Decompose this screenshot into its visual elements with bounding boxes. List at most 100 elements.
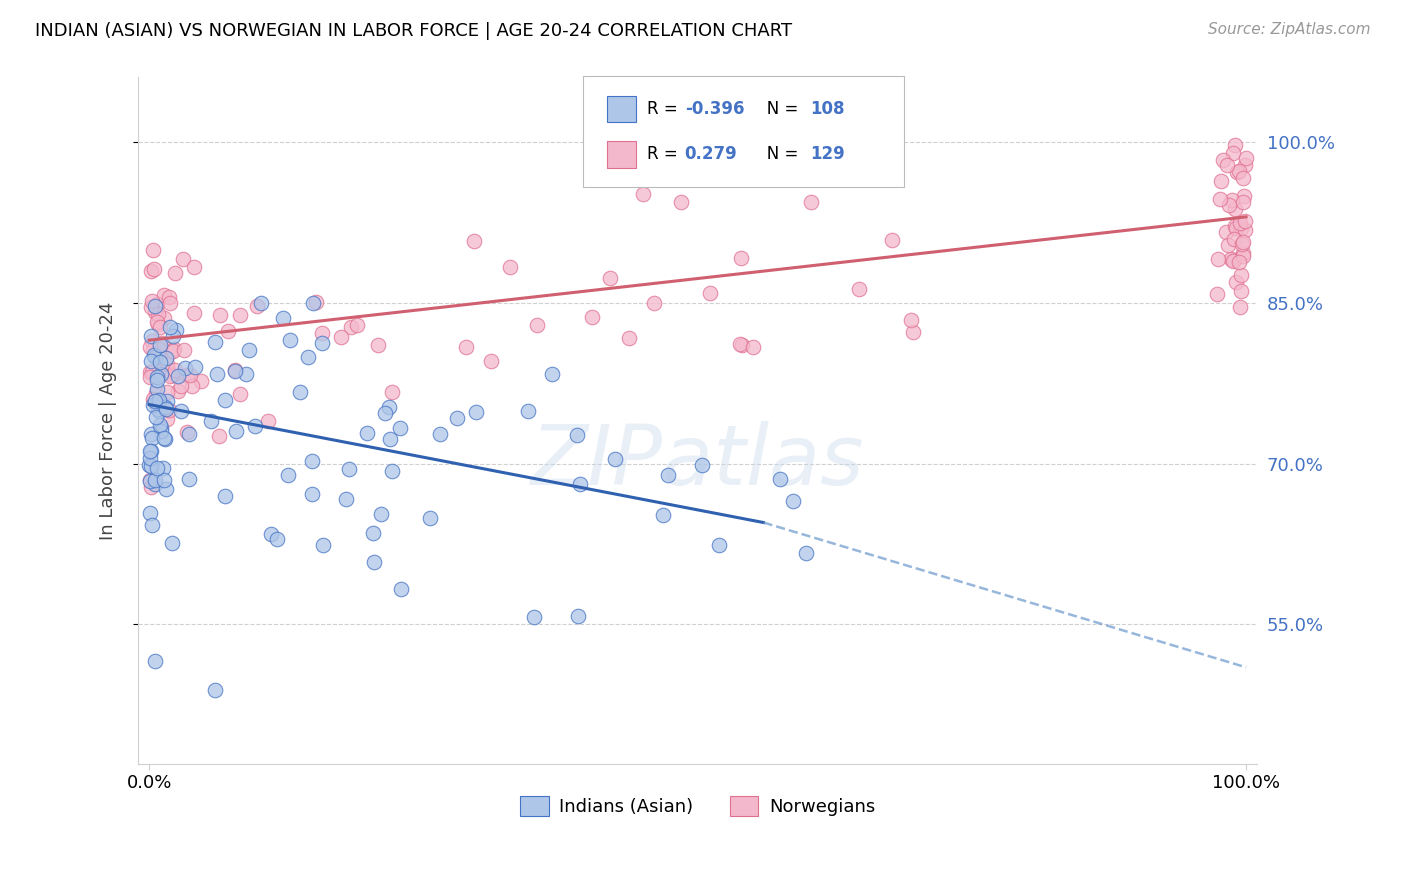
Point <box>139 328 162 343</box>
Point <box>177 427 200 442</box>
Point <box>259 527 281 541</box>
Text: Source: ZipAtlas.com: Source: ZipAtlas.com <box>1208 22 1371 37</box>
Point <box>250 295 273 310</box>
Point <box>143 394 166 409</box>
Point <box>277 468 299 483</box>
Point <box>146 318 169 332</box>
Point <box>165 323 187 337</box>
Point <box>1229 216 1251 230</box>
Point <box>1223 202 1246 216</box>
Point <box>463 234 485 248</box>
Point <box>160 368 183 382</box>
Point <box>246 299 269 313</box>
Point <box>149 355 172 369</box>
Point <box>454 340 477 354</box>
Point <box>159 296 181 310</box>
Point <box>146 461 169 475</box>
Point <box>1233 188 1256 202</box>
Point <box>1229 300 1251 314</box>
Point <box>728 336 751 351</box>
Point <box>789 145 811 159</box>
Point <box>139 451 162 466</box>
Point <box>153 310 176 325</box>
Point <box>167 384 190 398</box>
Point <box>139 300 162 314</box>
Point <box>155 483 177 497</box>
Point <box>138 458 160 473</box>
Point <box>669 194 692 209</box>
Point <box>301 487 323 501</box>
Point <box>152 431 174 445</box>
Point <box>305 295 328 310</box>
Point <box>170 379 193 393</box>
Text: INDIAN (ASIAN) VS NORWEGIAN IN LABOR FORCE | AGE 20-24 CORRELATION CHART: INDIAN (ASIAN) VS NORWEGIAN IN LABOR FOR… <box>35 22 792 40</box>
Point <box>882 233 904 247</box>
Point <box>271 311 294 326</box>
Text: -0.396: -0.396 <box>685 100 744 118</box>
Point <box>156 393 179 408</box>
Point <box>145 410 167 425</box>
Point <box>243 418 266 433</box>
Point <box>311 335 333 350</box>
Point <box>162 344 184 359</box>
Point <box>167 369 190 384</box>
Point <box>901 325 924 339</box>
Point <box>290 384 312 399</box>
Point <box>1206 252 1229 266</box>
Point <box>160 535 183 549</box>
Point <box>1212 153 1234 167</box>
Point <box>176 425 198 439</box>
Point <box>238 343 260 358</box>
Point <box>800 194 823 209</box>
Point <box>631 186 654 201</box>
Point <box>159 344 181 359</box>
Point <box>141 431 163 445</box>
Point <box>1230 237 1253 252</box>
Point <box>1233 223 1256 237</box>
Point <box>176 368 198 383</box>
Point <box>139 443 162 458</box>
Point <box>149 417 172 432</box>
Point <box>156 384 179 399</box>
Point <box>156 357 179 371</box>
Point <box>142 262 165 277</box>
Point <box>184 359 207 374</box>
Point <box>301 295 323 310</box>
Point <box>1223 231 1246 245</box>
Point <box>374 406 396 420</box>
Point <box>257 414 280 428</box>
Point <box>769 472 792 486</box>
Point <box>479 354 502 368</box>
Point <box>381 464 404 478</box>
Point <box>266 532 288 546</box>
Point <box>1234 152 1257 166</box>
Point <box>228 387 250 401</box>
Point <box>174 361 197 376</box>
Point <box>205 367 228 381</box>
Point <box>370 508 392 522</box>
Point <box>139 365 162 379</box>
Point <box>1218 238 1240 252</box>
Point <box>145 386 167 401</box>
Point <box>148 344 170 359</box>
Point <box>142 394 165 409</box>
Point <box>139 354 162 368</box>
Point <box>149 424 172 438</box>
Point <box>707 538 730 552</box>
Point <box>143 299 166 313</box>
Point <box>523 609 546 624</box>
Point <box>335 491 357 506</box>
Point <box>142 392 165 406</box>
Point <box>145 383 167 397</box>
Point <box>235 368 257 382</box>
Point <box>1230 284 1253 298</box>
Point <box>1226 165 1249 179</box>
Point <box>730 251 752 265</box>
Point <box>499 260 522 275</box>
Point <box>848 282 870 296</box>
Point <box>516 404 538 418</box>
Point <box>346 318 368 333</box>
Point <box>152 335 174 350</box>
Point <box>155 400 177 414</box>
Point <box>149 367 172 381</box>
